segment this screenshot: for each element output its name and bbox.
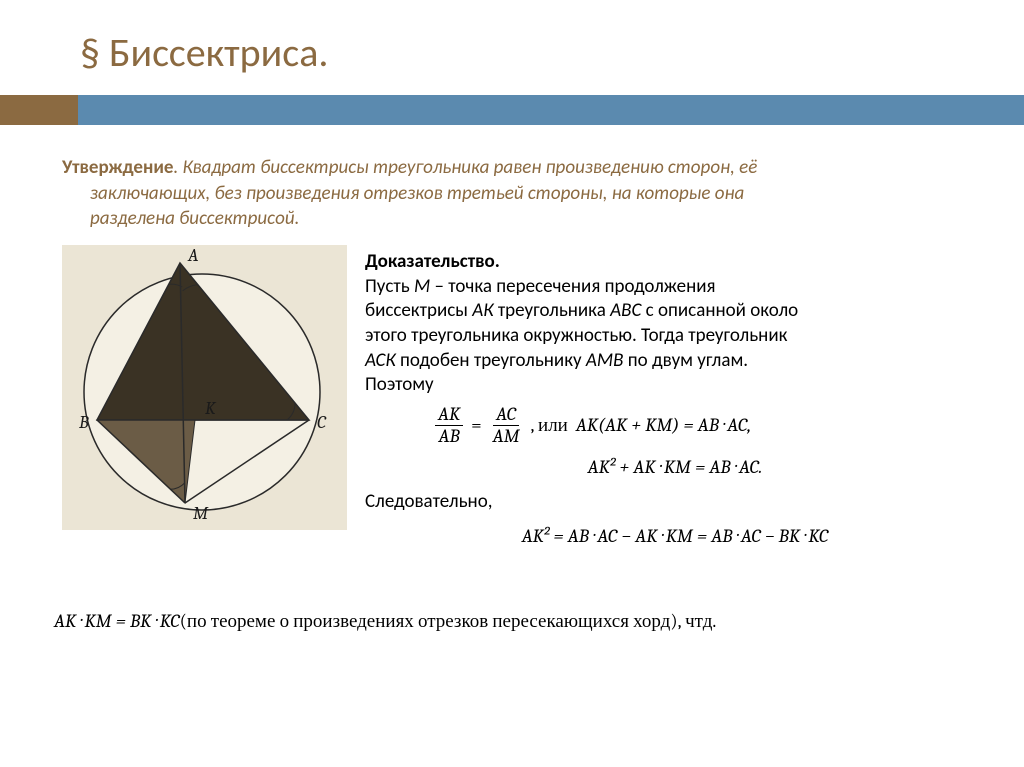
accent-bar-right — [78, 95, 1024, 125]
proof-block: Доказательство. Пусть М – точка пересече… — [365, 250, 985, 549]
statement-line3: разделена биссектрисой. — [62, 206, 962, 232]
accent-bar-left — [0, 95, 78, 125]
page-title: § Биссектриса. — [80, 28, 328, 77]
svg-text:M: M — [193, 503, 209, 524]
svg-text:A: A — [187, 245, 199, 266]
svg-text:B: B — [78, 412, 89, 433]
equation-final: AK² = AB · AC − AK · KM = AB · AC − BK ·… — [365, 524, 985, 549]
proof-line1: Пусть М – точка пересечения продолжения — [365, 275, 985, 300]
svg-text:K: K — [205, 398, 217, 419]
math-rows: AK AB = AC AM , или AK(AK + KM) = AB · A… — [365, 404, 985, 479]
proof-line4: АСК подобен треугольнику АМВ по двум угл… — [365, 349, 985, 374]
statement-line2: заключающих, без произведения отрезков т… — [62, 181, 962, 207]
svg-text:C: C — [317, 412, 327, 433]
proof-heading: Доказательство. — [365, 250, 985, 275]
equation-fraction-row: AK AB = AC AM , или AK(AK + KM) = AB · A… — [435, 404, 985, 447]
equation-row-2: AK² + AK · KM = AB · AC. — [365, 455, 985, 480]
bottom-theorem-line: AK · KM = BK · KC(по теореме о произведе… — [54, 610, 984, 633]
proof-line5: Поэтому — [365, 373, 985, 398]
geometry-figure: A B C K M — [62, 245, 347, 530]
proof-consequently: Следовательно, — [365, 490, 985, 515]
statement-block: Утверждение. Квадрат биссектрисы треугол… — [62, 155, 962, 232]
statement-line1: . Квадрат биссектрисы треугольника равен… — [173, 156, 757, 179]
accent-bar — [0, 95, 1024, 125]
proof-line3: этого треугольника окружностью. Тогда тр… — [365, 324, 985, 349]
proof-line2: биссектрисы АК треугольника АВС с описан… — [365, 299, 985, 324]
statement-lead: Утверждение — [62, 156, 173, 179]
